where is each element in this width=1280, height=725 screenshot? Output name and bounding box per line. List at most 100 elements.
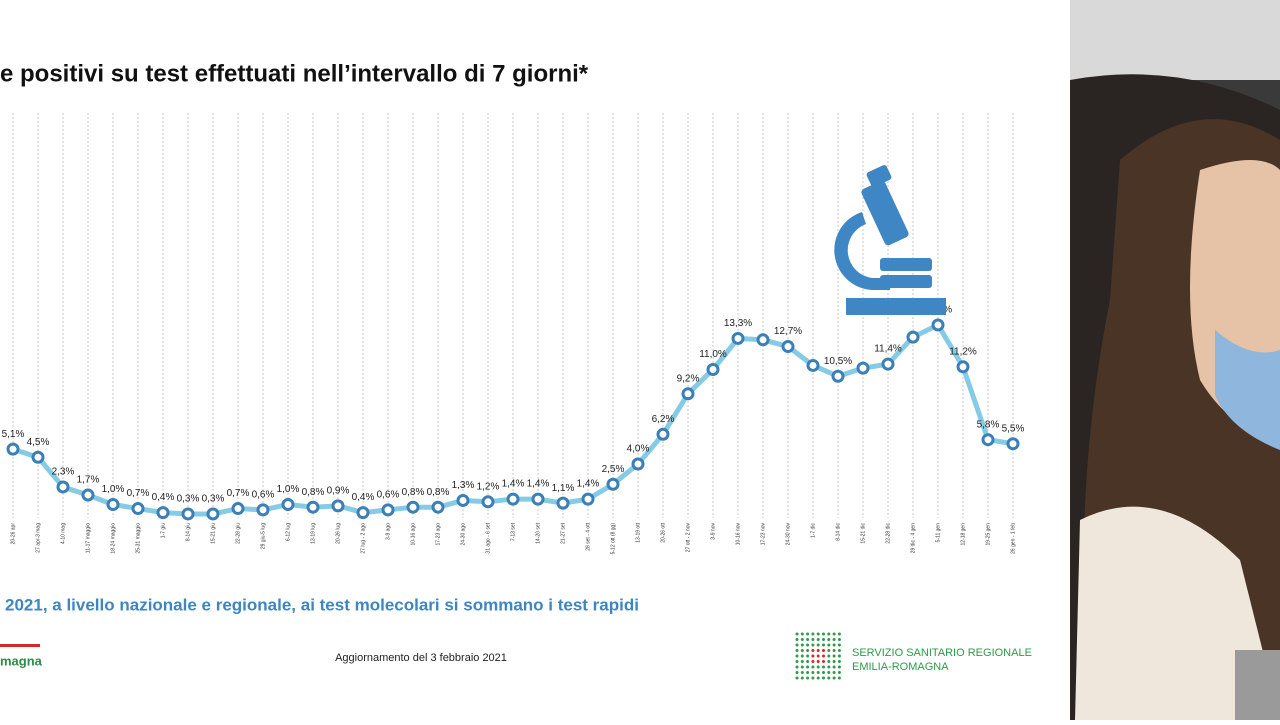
logo-dot bbox=[827, 660, 831, 663]
data-point bbox=[31, 450, 45, 464]
logo-dot bbox=[837, 632, 841, 636]
data-label: 1,0% bbox=[102, 484, 125, 495]
data-point bbox=[431, 500, 445, 514]
logo-dots bbox=[795, 632, 841, 680]
x-tick-label: 5-12 ott (8 gg) bbox=[610, 523, 616, 555]
logo-dot bbox=[822, 676, 825, 680]
data-label: 0,3% bbox=[177, 494, 200, 505]
x-tick-label: 15-21 giu bbox=[210, 523, 216, 544]
update-note: Aggiornamento del 3 febbraio 2021 bbox=[335, 652, 507, 664]
logo-dot bbox=[800, 632, 804, 636]
logo-dot bbox=[816, 665, 820, 669]
x-tick-label: 24-30 ago bbox=[460, 523, 466, 546]
logo-dot bbox=[800, 649, 804, 652]
x-tick-label: 8-14 giu bbox=[185, 523, 191, 541]
data-label: 0,6% bbox=[252, 490, 275, 501]
x-tick-label: 15-21 dic bbox=[860, 523, 866, 544]
data-label: 1,0% bbox=[277, 484, 300, 495]
data-label: 0,3% bbox=[202, 494, 225, 505]
logo-dot bbox=[822, 654, 825, 658]
logo-dot bbox=[827, 671, 831, 674]
data-label: 1,4% bbox=[502, 479, 525, 490]
x-tick-label: 21-27 set bbox=[560, 522, 566, 543]
data-point bbox=[506, 492, 520, 506]
logo-dot bbox=[816, 638, 820, 641]
logo-dot bbox=[806, 665, 810, 669]
data-label: 1,1% bbox=[552, 483, 575, 494]
data-point bbox=[231, 502, 245, 516]
data-point bbox=[456, 493, 470, 507]
logo-dot bbox=[837, 638, 841, 641]
data-label: 11,4% bbox=[874, 344, 902, 355]
logo-dot bbox=[816, 632, 820, 636]
data-point bbox=[731, 331, 745, 345]
logo-dot bbox=[811, 665, 815, 669]
data-label: 0,4% bbox=[152, 492, 175, 503]
data-point bbox=[906, 330, 920, 344]
logo-dot bbox=[822, 649, 825, 652]
data-label: 5,1% bbox=[2, 429, 25, 440]
x-tick-label: 1-7 giu bbox=[160, 523, 166, 539]
logo-dot bbox=[837, 660, 841, 663]
logo-dot bbox=[822, 660, 825, 663]
logo-dot bbox=[832, 643, 836, 647]
data-point bbox=[181, 507, 195, 521]
data-label: 5,8% bbox=[977, 419, 1000, 430]
x-tick-label: 4-10 mag bbox=[60, 523, 66, 544]
logo-dot bbox=[832, 671, 836, 674]
data-label: 1,4% bbox=[577, 479, 600, 490]
logo-dot bbox=[837, 643, 841, 647]
logo-dot bbox=[837, 671, 841, 674]
x-tick-label: 3-9 nov bbox=[710, 523, 716, 540]
data-point bbox=[306, 500, 320, 514]
logo-dot bbox=[800, 638, 804, 641]
logo-dot bbox=[832, 654, 836, 658]
data-point bbox=[631, 457, 645, 471]
x-tick-label: 17-23 ago bbox=[435, 523, 441, 546]
data-point bbox=[6, 442, 20, 456]
logo-dot bbox=[800, 660, 804, 663]
x-tick-label: 18-24 maggio bbox=[110, 523, 116, 554]
logo-dot bbox=[827, 649, 831, 652]
logo-dot bbox=[837, 654, 841, 658]
logo-dot bbox=[816, 643, 820, 647]
data-label: 0,8% bbox=[402, 487, 425, 498]
logo-dot bbox=[816, 660, 820, 663]
logo-dot bbox=[827, 665, 831, 669]
logo-dot bbox=[811, 638, 815, 641]
logo-dot bbox=[800, 671, 804, 674]
logo-dot bbox=[811, 632, 815, 636]
data-point bbox=[681, 387, 695, 401]
x-tick-label: 29 dic - 4 gen bbox=[910, 523, 916, 554]
x-tick-label: 10-16 ago bbox=[410, 523, 416, 546]
data-point bbox=[981, 433, 995, 447]
data-label: 9,2% bbox=[677, 373, 700, 384]
data-label: 11,0% bbox=[699, 349, 727, 360]
logo-dot bbox=[816, 671, 820, 674]
logo-dot bbox=[795, 671, 799, 674]
data-label: 0,9% bbox=[327, 485, 350, 496]
data-label: 4,0% bbox=[627, 444, 650, 455]
logo-dot bbox=[837, 649, 841, 652]
logo-dot bbox=[827, 638, 831, 641]
logo-dot bbox=[806, 671, 810, 674]
logo-text: SERVIZIO SANITARIO REGIONALE bbox=[852, 647, 1032, 659]
data-point bbox=[706, 363, 720, 376]
data-point bbox=[781, 340, 795, 354]
logo-dot bbox=[800, 643, 804, 647]
data-label: 0,7% bbox=[227, 488, 250, 499]
logo-dot bbox=[806, 676, 810, 680]
logo-dot bbox=[822, 643, 825, 647]
x-tick-label: 5-11 gen bbox=[935, 523, 941, 543]
x-tick-label: 11-17 maggio bbox=[85, 523, 91, 553]
logo-dot bbox=[822, 671, 825, 674]
logo-dot bbox=[811, 676, 815, 680]
logo-dot bbox=[827, 676, 831, 680]
data-point bbox=[281, 498, 295, 511]
logo-left: magna bbox=[0, 653, 43, 668]
data-label: 13,3% bbox=[724, 318, 752, 329]
logo-dot bbox=[806, 660, 810, 663]
plot: 20-26 apr 27 apr-3 mag 4-10 mag 11-17 maggi… bbox=[2, 113, 1025, 554]
logo-dot bbox=[811, 671, 815, 674]
